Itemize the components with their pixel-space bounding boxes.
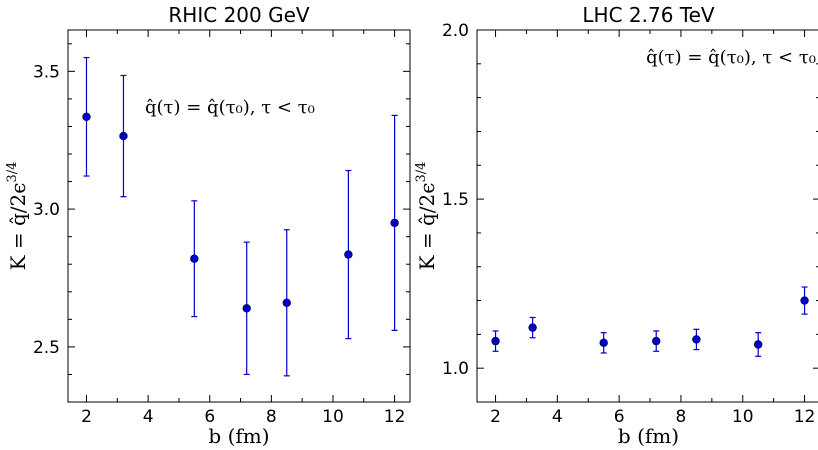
data-point	[119, 131, 128, 141]
x-axis-label: b (fm)	[208, 424, 269, 448]
data-point	[599, 338, 608, 348]
x-tick-label: 6	[614, 407, 625, 427]
panel-rhic: RHIC 200 GeV 2 4 6 8 10 12 2.5 3.0 3.5 b (fm) K = q…	[5, 3, 411, 448]
series	[82, 56, 399, 377]
x-tick-label: 2	[490, 407, 501, 427]
annotation: q̂(τ) = q̂(τ₀), τ < τ₀	[145, 97, 315, 118]
y-tick-label: 3.5	[33, 62, 60, 82]
data-point	[390, 218, 399, 228]
y-axis-label-main: K = q̂/2ϵ	[6, 183, 30, 271]
x-tick-label: 10	[732, 407, 754, 427]
x-tick-label: 6	[204, 407, 215, 427]
plot-frame	[67, 29, 411, 403]
x-tick-label: 8	[266, 407, 277, 427]
annotation: q̂(τ) = q̂(τ₀), τ < τ₀	[646, 47, 816, 68]
data-point	[82, 112, 91, 121]
y-axis-label-group: K = q̂/2ϵ3/4	[414, 162, 439, 271]
x-tick-label: 4	[552, 407, 563, 427]
y-tick-label: 2.0	[442, 21, 469, 41]
data-point	[692, 335, 701, 344]
x-tick-label: 12	[794, 407, 816, 427]
y-axis-label: K = q̂/2ϵ3/4	[414, 162, 439, 271]
data-point	[190, 254, 199, 263]
data-point	[652, 336, 661, 346]
x-tick-label: 4	[143, 407, 154, 427]
chart-title: RHIC 200 GeV	[168, 3, 309, 27]
panel-lhc: LHC 2.76 TeV 2 4 6 8 10 12 1.0 1.5 2.0 b (fm) K = q…	[414, 3, 818, 448]
x-tick-label: 2	[81, 407, 92, 427]
y-tick-label: 1.5	[442, 190, 469, 210]
y-axis-label-sup: 3/4	[5, 162, 20, 183]
series	[491, 286, 809, 357]
data-point	[344, 250, 353, 259]
x-axis-label: b (fm)	[618, 424, 679, 448]
data-point	[491, 336, 500, 346]
y-tick-label: 1.0	[442, 359, 469, 379]
y-axis-label-sup: 3/4	[414, 162, 429, 183]
x-tick-label: 8	[676, 407, 687, 427]
x-tick-label: 10	[322, 407, 344, 427]
plot-frame	[476, 29, 818, 403]
x-tick-label: 12	[384, 407, 406, 427]
y-tick-label: 2.5	[33, 338, 60, 358]
y-axis-label-group: K = q̂/2ϵ3/4	[5, 162, 30, 271]
chart-title: LHC 2.76 TeV	[582, 3, 715, 27]
y-axis-label: K = q̂/2ϵ3/4	[5, 162, 30, 271]
data-point	[528, 323, 537, 332]
data-point	[282, 298, 291, 307]
data-point	[800, 296, 809, 305]
data-point	[753, 340, 763, 349]
y-axis-label-main: K = q̂/2ϵ	[415, 183, 439, 271]
y-tick-label: 3.0	[33, 200, 60, 220]
data-point	[242, 304, 251, 313]
